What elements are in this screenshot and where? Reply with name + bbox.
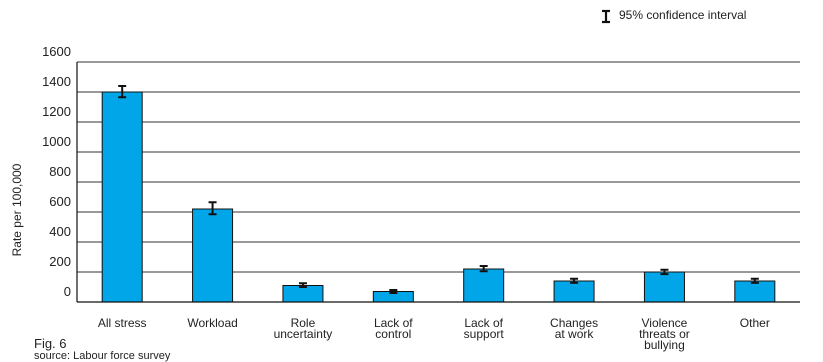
category-label: Other bbox=[740, 316, 770, 330]
y-tick-label: 1400 bbox=[42, 74, 71, 89]
bar bbox=[553, 280, 595, 303]
error-bar bbox=[660, 268, 669, 276]
category-label: Violence threats or bullying bbox=[639, 316, 690, 352]
error-bar bbox=[208, 201, 217, 216]
error-bar bbox=[750, 277, 759, 284]
legend-label: 95% confidence interval bbox=[619, 8, 746, 22]
error-bar-icon bbox=[602, 9, 610, 24]
axes bbox=[76, 62, 800, 303]
y-tick-labels: 0 200 400 600 800 1000 1200 1400 1600 bbox=[42, 44, 71, 299]
figure-label: Fig. 6 bbox=[34, 336, 67, 351]
y-axis-label: Rate per 100,000 bbox=[10, 163, 24, 256]
figure-source: source: Labour force survey bbox=[34, 350, 171, 362]
error-bar bbox=[479, 265, 488, 273]
y-tick-label: 1200 bbox=[42, 104, 71, 119]
category-label: Lack of support bbox=[464, 316, 505, 341]
category-label: Role uncertainty bbox=[274, 316, 333, 341]
bar bbox=[192, 208, 234, 303]
y-tick-label: 800 bbox=[49, 164, 71, 179]
error-bar bbox=[570, 277, 579, 284]
y-tick-label: 0 bbox=[64, 284, 71, 299]
category-labels: All stress Workload Role uncertainty Lack of… bbox=[98, 316, 770, 352]
y-tick-label: 200 bbox=[49, 254, 71, 269]
error-bar bbox=[389, 289, 398, 294]
y-tick-label: 600 bbox=[49, 194, 71, 209]
error-bar bbox=[298, 282, 307, 288]
grid-lines bbox=[77, 61, 800, 273]
error-bar bbox=[118, 85, 127, 99]
y-tick-label: 1000 bbox=[42, 134, 71, 149]
bars bbox=[101, 91, 776, 303]
category-label: Lack of control bbox=[374, 316, 413, 341]
category-label: Changes at work bbox=[550, 316, 598, 341]
legend: 95% confidence interval bbox=[602, 8, 746, 24]
error-bars bbox=[118, 85, 759, 294]
bar bbox=[734, 280, 776, 303]
category-label: All stress bbox=[98, 316, 147, 330]
bar bbox=[463, 268, 505, 303]
bar bbox=[101, 91, 143, 303]
bar bbox=[643, 271, 685, 303]
y-tick-label: 1600 bbox=[42, 44, 71, 59]
category-label: Workload bbox=[187, 316, 237, 330]
y-tick-label: 400 bbox=[49, 224, 71, 239]
